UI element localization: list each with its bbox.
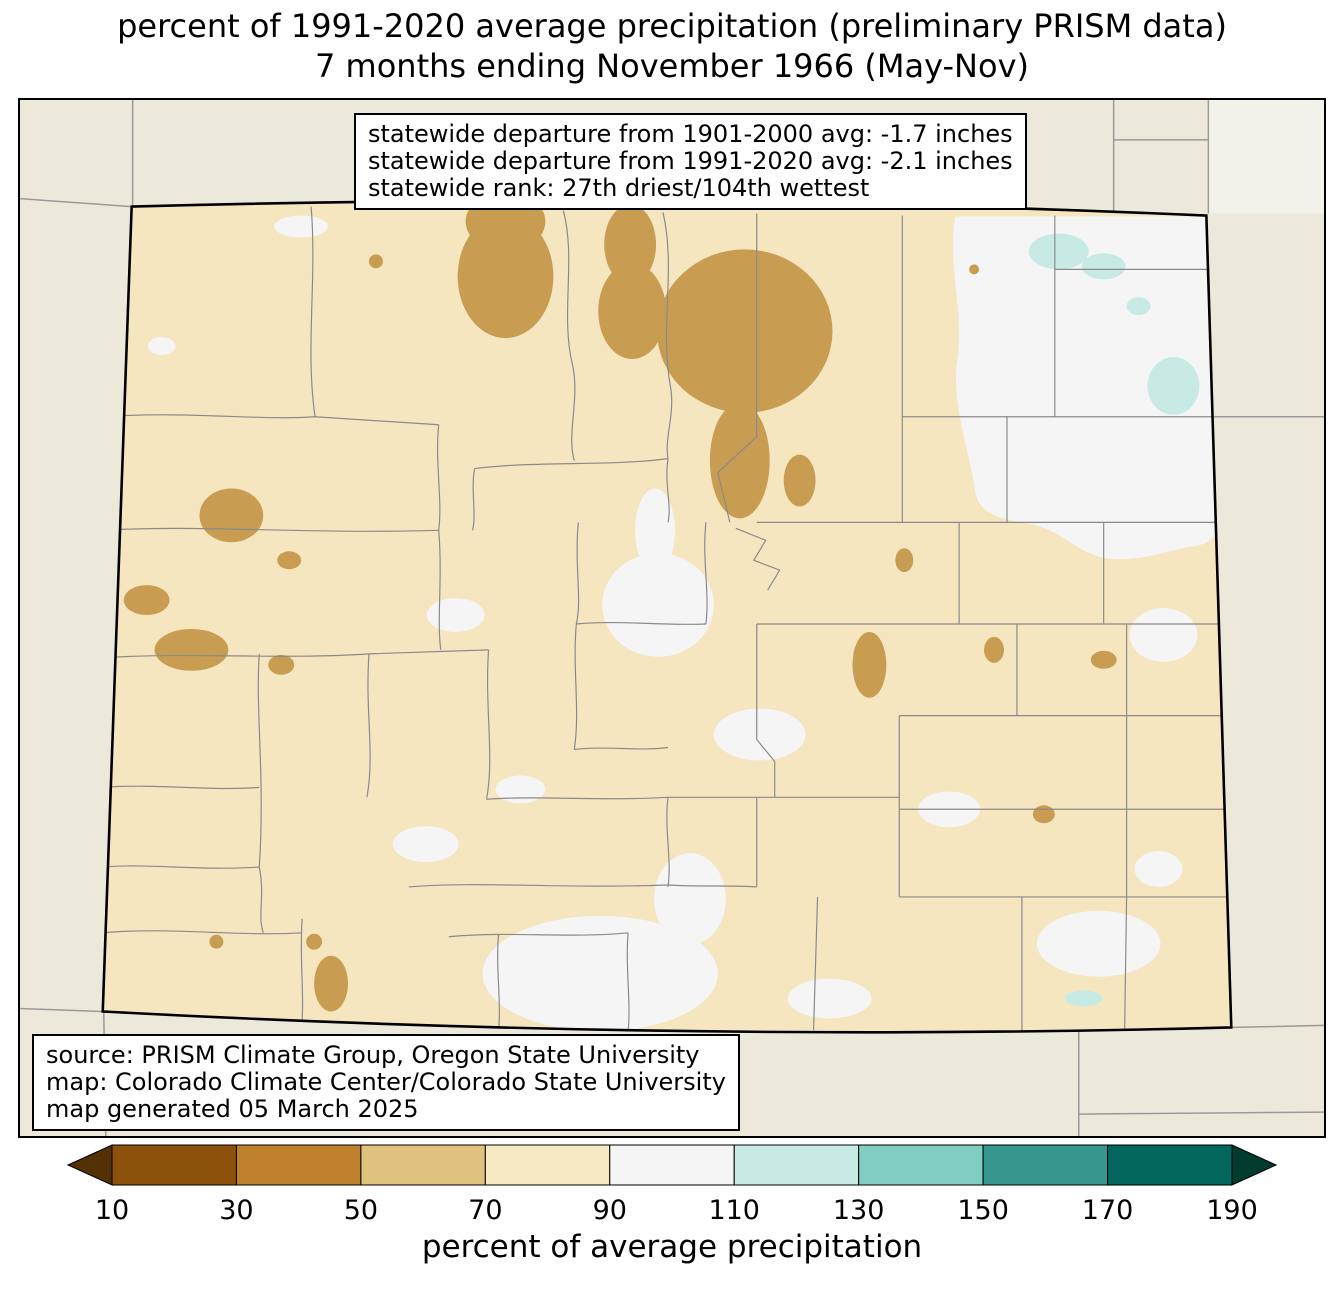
colorbar-tick-label: 50 [343, 1195, 379, 1226]
dry-patches-50-70 [123, 200, 1117, 1012]
wet-patches-110-130 [1028, 233, 1200, 1007]
stats-line-3: statewide rank: 27th driest/104th wettes… [368, 174, 870, 202]
source-line-3: map generated 05 March 2025 [46, 1095, 419, 1123]
colorado-precipitation-map [20, 100, 1324, 1136]
colorbar-tick-label: 190 [1206, 1195, 1258, 1226]
title-line-1: percent of 1991-2020 average precipitati… [117, 7, 1227, 45]
title-line-2: 7 months ending November 1966 (May-Nov) [315, 47, 1029, 85]
stats-line-1: statewide departure from 1901-2000 avg: … [368, 120, 1013, 148]
colorbar-tick-label: 110 [708, 1195, 760, 1226]
colorbar: 10 30 50 70 90 110 130 150 170 190 percent of ave… [66, 1143, 1278, 1265]
colorbar-tick-label: 90 [592, 1195, 627, 1226]
map-background-corner [1208, 100, 1324, 214]
colorbar-tick-label: 70 [468, 1195, 503, 1226]
colorbar-tick-label: 150 [957, 1195, 1009, 1226]
source-box: source: PRISM Climate Group, Oregon Stat… [32, 1034, 740, 1131]
county-boundaries [102, 206, 1230, 1031]
colorbar-tick-label: 170 [1081, 1195, 1134, 1226]
colorbar-caption: percent of average precipitation [421, 1229, 923, 1265]
colorbar-tick-label: 130 [832, 1195, 885, 1226]
colorbar-ticks: 10 30 50 70 90 110 130 150 170 190 [66, 1191, 1278, 1227]
colorbar-tick-label: 10 [94, 1195, 130, 1226]
wet-patches-90-110 [147, 215, 1226, 1032]
source-line-2: map: Colorado Climate Center/Colorado St… [46, 1068, 726, 1096]
source-line-1: source: PRISM Climate Group, Oregon Stat… [46, 1041, 700, 1069]
stats-box: statewide departure from 1901-2000 avg: … [354, 113, 1027, 210]
map-title: percent of 1991-2020 average precipitati… [0, 6, 1344, 86]
map-frame: statewide departure from 1901-2000 avg: … [18, 98, 1326, 1138]
colorbar-tick-label: 30 [219, 1195, 254, 1226]
colorbar-bar [66, 1144, 1278, 1186]
stats-line-2: statewide departure from 1991-2020 avg: … [368, 147, 1013, 175]
